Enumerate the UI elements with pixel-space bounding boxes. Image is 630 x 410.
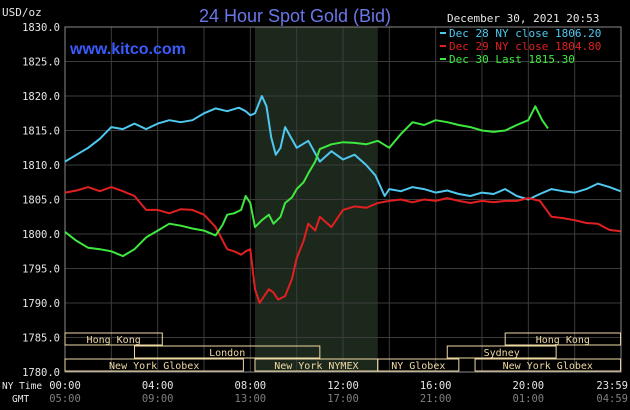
session-label: Hong Kong bbox=[536, 335, 590, 346]
legend-entry: Dec 28 NY close 1806.20 bbox=[449, 27, 601, 40]
session-sydney: Sydney bbox=[446, 345, 557, 359]
session-ny-globex: NY Globex bbox=[377, 358, 460, 372]
y-tick-layer: 1780.0 1785.0 1790.0 1795.0 1800.0 1805.0 1810… bbox=[22, 22, 60, 379]
y-tick-label: 1825.0 bbox=[22, 57, 60, 69]
gmt-time-tick: 05:00 bbox=[49, 393, 81, 405]
ny-time-label: NY Time bbox=[2, 381, 42, 392]
session-label: NY Globex bbox=[391, 361, 445, 372]
gmt-time-tick: 21:00 bbox=[420, 393, 452, 405]
y-tick-label: 1795.0 bbox=[22, 264, 60, 276]
chart-title: 24 Hour Spot Gold (Bid) bbox=[199, 6, 391, 26]
ny-time-tick: 00:00 bbox=[49, 380, 81, 392]
legend-entry: Dec 30 Last 1815.30 bbox=[449, 53, 575, 66]
series-line-1 bbox=[64, 95, 621, 201]
session-box bbox=[504, 332, 622, 346]
website-link[interactable]: www.kitco.com bbox=[69, 41, 186, 58]
y-tick-label: 1820.0 bbox=[22, 91, 60, 103]
ny-time-tick: 08:00 bbox=[235, 380, 267, 392]
ny-time-tick: 16:00 bbox=[420, 380, 452, 392]
gmt-time-tick: 13:00 bbox=[235, 393, 267, 405]
session-label: Sydney bbox=[484, 348, 520, 359]
gmt-time-tick: 17:00 bbox=[327, 393, 359, 405]
session-box bbox=[377, 358, 460, 372]
session-box bbox=[446, 345, 557, 359]
plot-frame bbox=[64, 26, 622, 373]
gmt-label: GMT bbox=[12, 394, 29, 405]
y-tick-label: 1805.0 bbox=[22, 195, 60, 207]
y-tick-label: 1790.0 bbox=[22, 298, 60, 310]
series-line-2 bbox=[64, 186, 621, 304]
y-tick-label: 1810.0 bbox=[22, 160, 60, 172]
legend-entry: Dec 29 NY close 1804.80 bbox=[449, 40, 601, 53]
gmt-time-tick: 09:00 bbox=[142, 393, 174, 405]
session-box bbox=[64, 358, 244, 372]
session-london: London bbox=[134, 345, 321, 359]
y-tick-label: 1815.0 bbox=[22, 126, 60, 138]
session-label: New York NYMEX bbox=[274, 361, 358, 372]
y-tick-label: 1785.0 bbox=[22, 333, 60, 345]
ny-time-tick: 12:00 bbox=[327, 380, 359, 392]
grid-layer bbox=[64, 26, 622, 373]
ny-time-tick: 23:59 bbox=[596, 380, 628, 392]
ny-time-tick: 04:00 bbox=[142, 380, 174, 392]
ny-time-tick: 20:00 bbox=[513, 380, 545, 392]
session-label: New York Globex bbox=[503, 361, 593, 372]
session-new-york-globex: New York Globex bbox=[474, 358, 622, 372]
currency-label: USD/oz bbox=[2, 6, 42, 19]
series-line-3 bbox=[64, 105, 549, 258]
session-box bbox=[64, 332, 163, 346]
session-layer: Hong Kong London New York Globex New York N… bbox=[64, 332, 622, 372]
y-tick-label: 1780.0 bbox=[22, 367, 60, 379]
session-box bbox=[134, 345, 321, 359]
y-tick-label: 1800.0 bbox=[22, 229, 60, 241]
session-hong-kong: Hong Kong bbox=[64, 332, 163, 346]
session-hong-kong: Hong Kong bbox=[504, 332, 622, 346]
session-label: Hong Kong bbox=[87, 335, 141, 346]
gmt-time-tick: 04:59 bbox=[596, 393, 628, 405]
session-new-york-globex: New York Globex bbox=[64, 358, 244, 372]
gmt-time-tick: 01:00 bbox=[513, 393, 545, 405]
session-box bbox=[474, 358, 622, 372]
timestamp: December 30, 2021 20:53 bbox=[447, 12, 599, 25]
session-label: London bbox=[209, 348, 245, 359]
y-tick-label: 1830.0 bbox=[22, 22, 60, 34]
session-label: New York Globex bbox=[109, 361, 199, 372]
series-layer bbox=[64, 95, 621, 304]
